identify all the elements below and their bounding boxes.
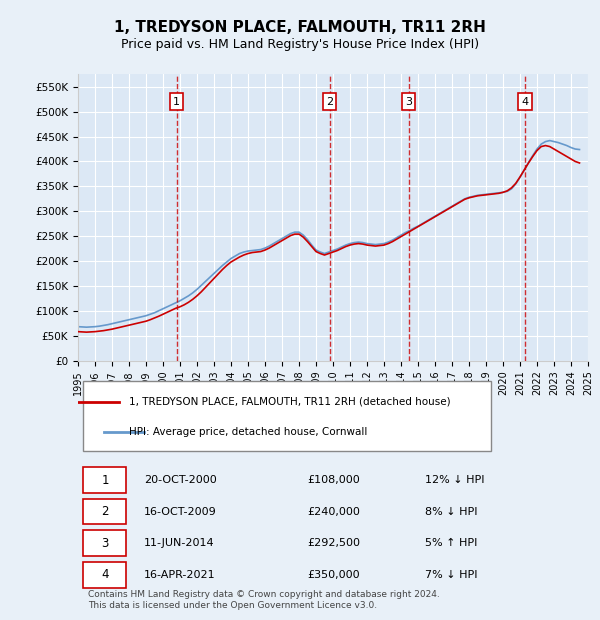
- Text: £350,000: £350,000: [308, 570, 360, 580]
- Text: Price paid vs. HM Land Registry's House Price Index (HPI): Price paid vs. HM Land Registry's House …: [121, 38, 479, 51]
- FancyBboxPatch shape: [83, 498, 127, 525]
- Text: £292,500: £292,500: [308, 538, 361, 548]
- Text: £108,000: £108,000: [308, 475, 360, 485]
- Text: 16-APR-2021: 16-APR-2021: [145, 570, 216, 580]
- Text: HPI: Average price, detached house, Cornwall: HPI: Average price, detached house, Corn…: [129, 427, 367, 437]
- Text: 1, TREDYSON PLACE, FALMOUTH, TR11 2RH: 1, TREDYSON PLACE, FALMOUTH, TR11 2RH: [114, 20, 486, 35]
- FancyBboxPatch shape: [83, 381, 491, 451]
- Text: 8% ↓ HPI: 8% ↓ HPI: [425, 507, 478, 516]
- Text: 1, TREDYSON PLACE, FALMOUTH, TR11 2RH (detached house): 1, TREDYSON PLACE, FALMOUTH, TR11 2RH (d…: [129, 397, 451, 407]
- Text: 4: 4: [521, 97, 529, 107]
- Text: 3: 3: [101, 537, 109, 550]
- Text: Contains HM Land Registry data © Crown copyright and database right 2024.: Contains HM Land Registry data © Crown c…: [88, 590, 440, 599]
- Text: 2: 2: [101, 505, 109, 518]
- Text: £240,000: £240,000: [308, 507, 361, 516]
- Text: 11-JUN-2014: 11-JUN-2014: [145, 538, 215, 548]
- Text: 1: 1: [173, 97, 180, 107]
- Text: 5% ↑ HPI: 5% ↑ HPI: [425, 538, 477, 548]
- FancyBboxPatch shape: [83, 530, 127, 556]
- Text: 1: 1: [101, 474, 109, 487]
- FancyBboxPatch shape: [83, 467, 127, 493]
- Text: 16-OCT-2009: 16-OCT-2009: [145, 507, 217, 516]
- FancyBboxPatch shape: [83, 562, 127, 588]
- Text: 7% ↓ HPI: 7% ↓ HPI: [425, 570, 478, 580]
- Text: 2: 2: [326, 97, 333, 107]
- Text: 20-OCT-2000: 20-OCT-2000: [145, 475, 217, 485]
- Text: 4: 4: [101, 569, 109, 582]
- Text: This data is licensed under the Open Government Licence v3.0.: This data is licensed under the Open Gov…: [88, 601, 377, 609]
- Text: 12% ↓ HPI: 12% ↓ HPI: [425, 475, 484, 485]
- Text: 3: 3: [405, 97, 412, 107]
